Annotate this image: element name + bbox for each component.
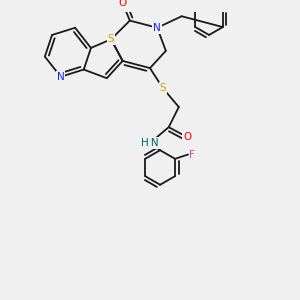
Text: F: F bbox=[189, 149, 195, 160]
Text: S: S bbox=[160, 83, 166, 93]
Text: N: N bbox=[57, 72, 64, 82]
Text: S: S bbox=[108, 34, 114, 44]
Text: N: N bbox=[153, 23, 161, 33]
Text: O: O bbox=[183, 132, 192, 142]
Text: O: O bbox=[118, 0, 127, 8]
Text: H N: H N bbox=[141, 138, 159, 148]
